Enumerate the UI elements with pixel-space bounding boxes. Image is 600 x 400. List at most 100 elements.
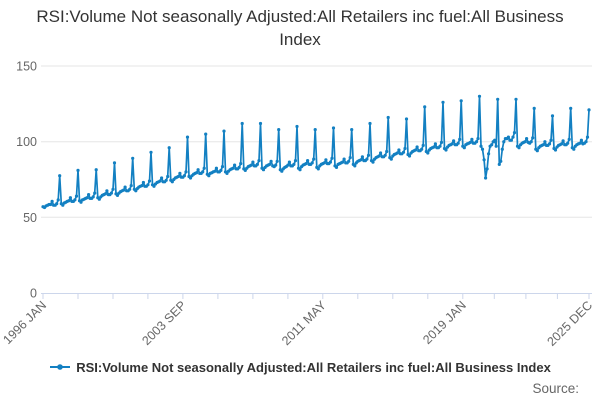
data-point-marker: [220, 165, 225, 169]
data-point-marker: [73, 198, 77, 202]
data-point-marker: [553, 148, 558, 152]
data-point-marker: [219, 168, 223, 172]
data-point-marker: [334, 165, 339, 169]
legend-dot-icon: [57, 364, 63, 370]
data-point-marker: [561, 139, 565, 143]
data-point-marker: [560, 142, 564, 146]
data-point-marker: [348, 156, 352, 160]
data-point-marker: [196, 168, 200, 172]
data-point-marker: [105, 189, 109, 193]
y-axis-tick-label: 0: [30, 287, 37, 301]
data-point-marker: [87, 193, 91, 197]
data-point-marker: [397, 148, 401, 152]
data-point-marker: [459, 99, 463, 103]
data-point-marker: [195, 171, 199, 175]
x-axis-tick-label: 2011 MAY: [279, 298, 329, 348]
data-point-marker: [541, 143, 546, 147]
data-point-marker: [93, 191, 97, 195]
data-point-marker: [295, 124, 299, 129]
data-point-marker: [76, 168, 80, 172]
data-point-marker: [368, 121, 372, 126]
data-point-marker: [433, 142, 437, 146]
data-point-marker: [360, 155, 364, 159]
data-point-marker: [353, 164, 357, 168]
data-point-marker: [502, 140, 506, 144]
data-point-marker: [128, 187, 132, 191]
data-point-marker: [182, 174, 186, 178]
data-point-marker: [184, 170, 188, 174]
data-point-marker: [237, 165, 241, 169]
data-point-marker: [587, 108, 591, 112]
data-point-marker: [255, 162, 259, 166]
data-point-marker: [377, 154, 381, 158]
series-line: [42, 95, 590, 209]
line-chart-plot: 0 50 100 150 1996 JAN 2003 SEP 2011 MAY 2019 JA…: [0, 60, 595, 349]
data-point-marker: [185, 135, 190, 139]
data-point-marker: [176, 174, 180, 179]
data-point-marker: [331, 126, 336, 130]
data-point-marker: [222, 129, 226, 133]
data-point-marker: [258, 121, 263, 126]
data-point-marker: [476, 137, 480, 141]
x-axis-tick-label: 1996 JAN: [0, 298, 49, 347]
data-point-marker: [484, 176, 488, 180]
legend-label: RSI:Volume Not seasonally Adjusted:All R…: [76, 359, 551, 375]
data-point-marker: [178, 171, 182, 175]
data-point-marker: [316, 167, 320, 171]
data-point-marker: [239, 162, 243, 166]
data-point-marker: [485, 167, 489, 171]
data-point-marker: [322, 161, 326, 165]
data-point-marker: [233, 163, 237, 167]
y-axis-tick-label: 100: [16, 135, 37, 149]
data-point-marker: [298, 168, 302, 172]
data-point-marker: [231, 166, 235, 170]
data-point-marker: [366, 153, 371, 157]
data-point-marker: [257, 159, 261, 163]
data-point-marker: [383, 153, 387, 157]
data-point-marker: [584, 140, 588, 144]
data-point-marker: [328, 160, 332, 164]
data-point-marker: [67, 199, 71, 203]
data-point-marker: [188, 176, 193, 180]
data-point-marker: [68, 196, 72, 200]
data-point-marker: [509, 138, 513, 142]
data-point-marker: [474, 140, 479, 144]
data-point-marker: [286, 163, 290, 167]
data-point-marker: [420, 147, 424, 151]
data-point-marker: [164, 178, 168, 182]
data-point-marker: [140, 184, 144, 188]
data-point-marker: [480, 147, 485, 151]
data-point-marker: [268, 162, 272, 166]
source-label: Source:: [532, 381, 579, 396]
data-point-marker: [152, 184, 156, 188]
data-point-marker: [147, 179, 152, 183]
data-point-marker: [240, 121, 244, 126]
data-point-marker: [207, 174, 211, 178]
data-point-marker: [79, 200, 83, 204]
data-point-marker: [58, 174, 62, 178]
data-point-marker: [158, 179, 162, 183]
data-point-marker: [468, 140, 472, 144]
data-point-marker: [213, 169, 217, 173]
data-point-marker: [523, 140, 527, 144]
data-point-marker: [170, 180, 174, 184]
data-point-marker: [261, 168, 266, 172]
data-point-marker: [202, 166, 206, 170]
data-point-marker: [146, 183, 150, 187]
data-point-marker: [166, 174, 170, 179]
data-point-marker: [535, 149, 539, 153]
data-point-marker: [432, 145, 436, 149]
legend-item[interactable]: RSI:Volume Not seasonally Adjusted:All R…: [49, 360, 551, 375]
data-point-marker: [123, 185, 127, 189]
data-point-marker: [350, 128, 354, 132]
x-axis-tick-label: 2003 SEP: [139, 298, 189, 348]
data-point-marker: [415, 145, 419, 149]
data-point-marker: [304, 162, 308, 166]
data-point-marker: [385, 149, 389, 154]
data-point-marker: [479, 144, 483, 148]
data-point-marker: [423, 105, 427, 109]
data-point-marker: [277, 128, 281, 132]
x-axis-tick-label: 2019 JAN: [420, 298, 469, 347]
data-point-marker: [500, 147, 504, 151]
data-point-marker: [395, 151, 399, 155]
